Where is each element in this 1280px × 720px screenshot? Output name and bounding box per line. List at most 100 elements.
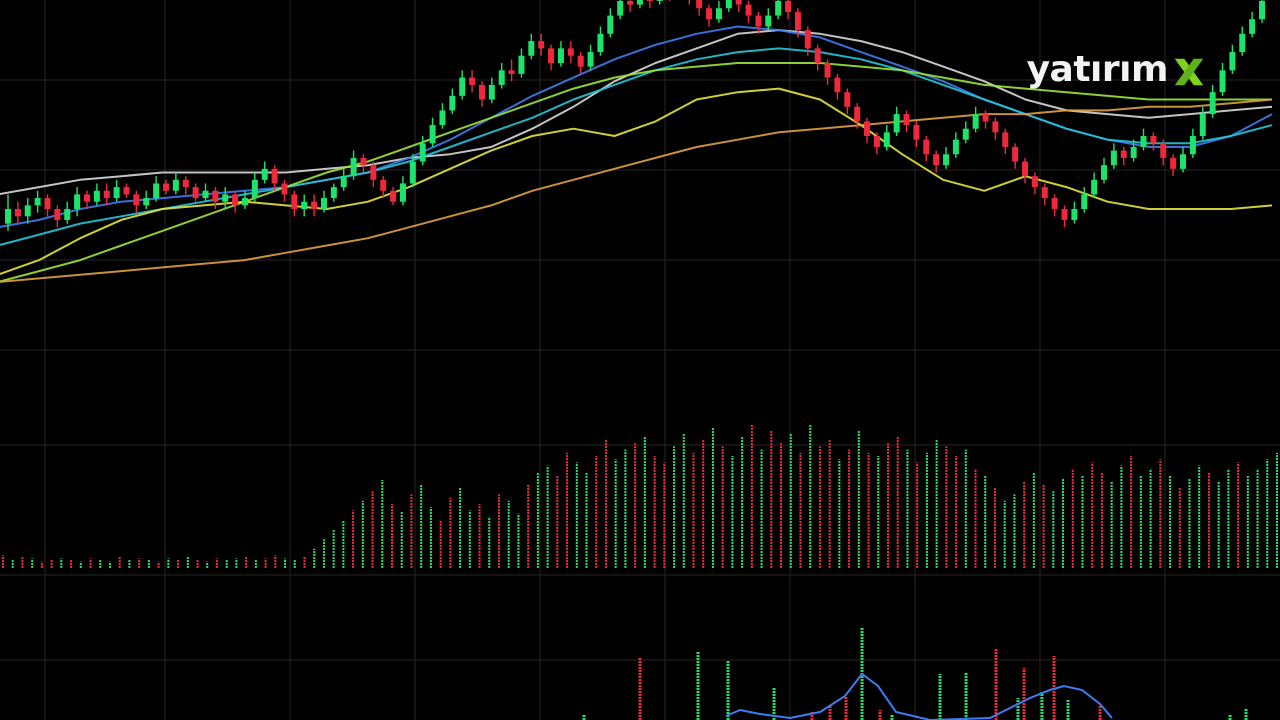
ma-line xyxy=(0,47,1273,247)
candle-body xyxy=(390,190,397,202)
brand-wordmark: yatırım xyxy=(1026,49,1169,90)
candle-body xyxy=(281,183,288,195)
candle-body xyxy=(864,121,871,136)
candle-body xyxy=(873,136,880,147)
candle-body xyxy=(202,190,209,199)
candle-body xyxy=(834,77,841,93)
candle-body xyxy=(419,143,426,162)
candle-body xyxy=(1130,146,1137,158)
candle-body xyxy=(557,48,564,63)
candle-body xyxy=(804,30,811,49)
candle-body xyxy=(1160,143,1167,158)
ma-line xyxy=(0,98,1273,283)
candle-body xyxy=(1219,70,1226,93)
candle-body xyxy=(715,8,722,20)
candle-body xyxy=(1110,150,1117,166)
candle-body xyxy=(241,198,248,206)
candle-body xyxy=(182,179,189,188)
candle-body xyxy=(232,194,239,206)
candle-body xyxy=(962,128,969,140)
candle-body xyxy=(488,84,495,100)
candle-body xyxy=(1180,154,1187,169)
candle-body xyxy=(1051,198,1058,209)
candle-body xyxy=(913,125,920,140)
candle-body xyxy=(370,165,377,180)
candle-body xyxy=(439,110,446,126)
moving-average-lines xyxy=(0,25,1273,283)
candle-body xyxy=(340,176,347,188)
candle-body xyxy=(74,194,81,209)
candle-body xyxy=(1002,132,1009,147)
candle-body xyxy=(597,33,604,53)
candle-body xyxy=(103,190,110,199)
candle-body xyxy=(775,0,782,16)
candle-body xyxy=(814,48,821,63)
candle-body xyxy=(1061,209,1068,220)
indicator-panel xyxy=(582,628,1248,720)
candle-body xyxy=(1012,146,1019,162)
candle-body xyxy=(528,41,535,56)
candle-body xyxy=(311,201,318,209)
candle-body xyxy=(113,187,120,199)
candle-body xyxy=(755,15,762,27)
candle-body xyxy=(192,187,199,199)
candle-body xyxy=(706,8,713,20)
candle-body xyxy=(1199,114,1206,136)
candle-body xyxy=(587,52,594,67)
candle-body xyxy=(64,209,71,220)
candle-body xyxy=(903,114,910,126)
candle-body xyxy=(735,0,742,5)
candle-body xyxy=(696,0,703,9)
candle-body xyxy=(330,187,337,199)
candle-body xyxy=(429,125,436,144)
candle-body xyxy=(301,201,308,209)
candle-body xyxy=(5,209,11,224)
candle-body xyxy=(893,114,900,133)
candle-body xyxy=(725,0,732,9)
candle-body xyxy=(1189,136,1196,155)
candle-body xyxy=(83,194,90,202)
candle-body xyxy=(1259,0,1265,20)
brand-logo: yatırım xyxy=(1027,48,1208,92)
candle-body xyxy=(1229,52,1236,71)
ma-line xyxy=(0,87,1273,276)
candle-body xyxy=(972,114,979,129)
candle-body xyxy=(212,190,219,202)
candle-body xyxy=(646,0,653,1)
candle-body xyxy=(617,0,624,16)
candle-body xyxy=(785,0,792,12)
candle-body xyxy=(449,95,456,111)
candle-body xyxy=(360,157,367,166)
candle-body xyxy=(933,154,940,166)
candle-body xyxy=(1101,165,1108,180)
candle-body xyxy=(656,0,663,1)
candle-body xyxy=(1249,19,1256,34)
candle-body xyxy=(1081,194,1088,209)
candle-body xyxy=(291,194,298,209)
candle-body xyxy=(577,55,584,67)
candle-body xyxy=(1150,136,1157,144)
candle-body xyxy=(172,179,179,191)
candle-body xyxy=(844,92,851,107)
candle-body xyxy=(854,106,861,122)
candle-body xyxy=(478,84,485,100)
candle-body xyxy=(1120,150,1127,158)
candle-body xyxy=(508,70,515,74)
candle-body xyxy=(745,4,752,16)
candle-body xyxy=(883,132,890,147)
candle-body xyxy=(93,190,100,202)
candle-body xyxy=(923,139,930,155)
candle-body xyxy=(133,194,140,206)
candle-body xyxy=(627,0,634,5)
candle-body xyxy=(24,205,31,217)
candle-body xyxy=(538,41,545,49)
candle-body xyxy=(1091,179,1098,195)
candle-body xyxy=(1239,33,1246,53)
candle-body xyxy=(567,48,574,56)
candle-body xyxy=(399,183,406,202)
volume-panel xyxy=(2,424,1278,568)
candle-body xyxy=(794,11,801,31)
price-candles xyxy=(5,0,1265,231)
